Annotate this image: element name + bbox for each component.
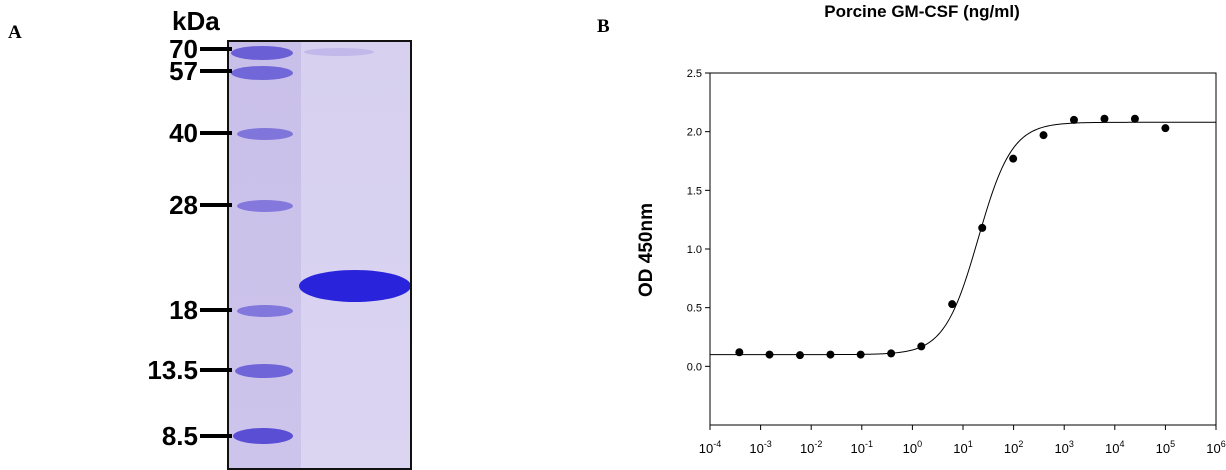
x-tick-label: 10-2 <box>800 439 822 456</box>
data-point <box>856 350 865 359</box>
x-tick-label: 10-4 <box>699 439 721 456</box>
y-tick-label: 1.0 <box>687 244 702 256</box>
gel-image <box>227 40 412 470</box>
y-tick-label: 2.0 <box>687 127 702 139</box>
ladder-band-18 <box>237 305 293 317</box>
marker-28: 28 <box>120 190 232 220</box>
gel-panel: kDa 70 57 40 28 <box>0 0 440 470</box>
marker-label: 28 <box>169 190 198 220</box>
x-tick-label: 105 <box>1156 439 1175 456</box>
data-point <box>735 348 744 357</box>
x-tick-label: 10-1 <box>851 439 873 456</box>
marker-tick <box>200 131 232 135</box>
data-point <box>948 300 957 309</box>
x-tick-label: 100 <box>903 439 922 456</box>
data-point <box>1069 115 1078 124</box>
marker-8-5: 8.5 <box>120 421 232 451</box>
dose-response-chart: Porcine GM-CSF (ng/ml) OD 450nm 0.0 0.5 1.… <box>636 2 1226 456</box>
ladder-band-28 <box>237 200 293 212</box>
marker-tick <box>200 203 232 207</box>
panel-b-letter: B <box>597 16 610 37</box>
plot-frame <box>709 72 1217 426</box>
x-tick-label: 104 <box>1105 439 1124 456</box>
data-point <box>1009 154 1018 163</box>
marker-40: 40 <box>120 118 232 148</box>
y-tick-label: 2.5 <box>687 68 702 80</box>
marker-tick <box>200 368 232 372</box>
marker-label: 18 <box>169 295 198 325</box>
marker-18: 18 <box>120 295 232 325</box>
marker-label: 57 <box>169 56 198 86</box>
marker-tick <box>200 47 232 51</box>
data-points <box>735 114 1170 360</box>
y-axis: 0.0 0.5 1.0 1.5 2.0 2.5 <box>687 68 710 373</box>
data-point <box>1100 114 1109 123</box>
data-point <box>765 350 774 359</box>
x-tick-label: 103 <box>1054 439 1073 456</box>
marker-57: 57 <box>120 56 232 86</box>
y-axis-label: OD 450nm <box>636 203 657 297</box>
y-tick-label: 0.0 <box>687 361 702 373</box>
data-point <box>1130 114 1139 123</box>
ladder-band-40 <box>237 128 293 140</box>
chart-panel: Porcine GM-CSF (ng/ml) OD 450nm 0.0 0.5 1.… <box>600 0 1226 462</box>
kda-unit-label: kDa <box>172 6 220 36</box>
data-point <box>917 342 926 351</box>
protein-band <box>299 270 410 302</box>
ladder-band-13-5 <box>235 364 293 378</box>
panel-a-letter: A <box>8 22 22 43</box>
data-point <box>887 349 896 358</box>
sample-faint-band <box>304 48 374 56</box>
marker-tick <box>200 308 232 312</box>
ladder-lane <box>229 42 301 468</box>
x-tick-label: 101 <box>953 439 972 456</box>
data-point <box>795 351 804 360</box>
marker-label: 13.5 <box>147 355 198 385</box>
marker-label: 40 <box>169 118 198 148</box>
data-point <box>1039 131 1048 140</box>
data-point <box>978 223 987 232</box>
y-tick-label: 1.5 <box>687 185 702 197</box>
marker-tick <box>200 434 232 438</box>
marker-label: 70 <box>169 34 198 64</box>
data-point <box>1161 124 1170 133</box>
fit-curve <box>710 121 1216 356</box>
marker-label: 8.5 <box>161 421 198 451</box>
x-tick-label: 102 <box>1004 439 1023 456</box>
x-axis: 10-4 10-3 10-2 10-1 100 101 102 103 104 105 106 <box>699 425 1226 456</box>
marker-70: 70 <box>120 34 232 64</box>
ladder-band-57 <box>231 66 293 80</box>
x-tick-label: 106 <box>1206 439 1225 456</box>
y-tick-label: 0.5 <box>687 303 702 315</box>
ladder-band-8-5 <box>233 428 293 444</box>
ladder-band-70 <box>231 46 293 60</box>
marker-tick <box>200 69 232 73</box>
data-point <box>826 350 835 359</box>
marker-13-5: 13.5 <box>120 355 232 385</box>
chart-title: Porcine GM-CSF (ng/ml) <box>824 2 1020 21</box>
x-tick-label: 10-3 <box>749 439 771 456</box>
